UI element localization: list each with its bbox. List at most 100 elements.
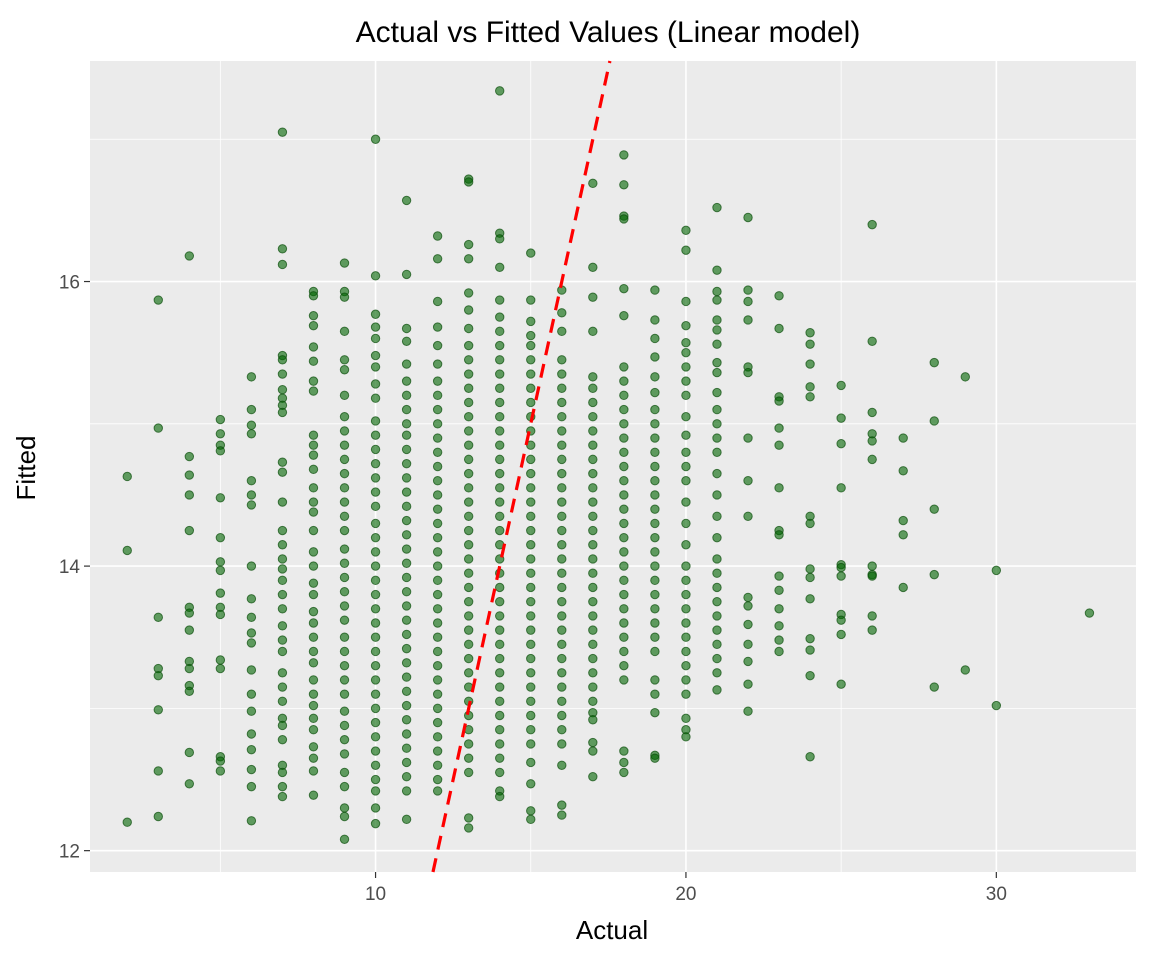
data-point [743, 601, 753, 611]
data-point [681, 713, 691, 724]
data-point [495, 426, 505, 436]
data-point [370, 746, 381, 756]
data-point [526, 316, 536, 327]
data-point [681, 604, 691, 614]
data-point [619, 589, 629, 600]
data-point [495, 483, 505, 493]
data-point [432, 490, 443, 500]
data-point [246, 628, 257, 638]
data-point [650, 753, 660, 763]
data-point [339, 767, 350, 778]
data-point [588, 715, 598, 725]
data-point [929, 682, 939, 692]
data-point [588, 746, 598, 756]
data-point [712, 582, 722, 593]
data-point [339, 497, 350, 507]
data-point [526, 779, 536, 789]
data-point [681, 390, 691, 401]
data-point [401, 601, 412, 611]
data-point [370, 760, 381, 770]
data-point [526, 483, 536, 493]
data-point [122, 471, 132, 482]
data-point [401, 323, 412, 334]
data-point [526, 653, 536, 664]
data-point [246, 490, 257, 500]
data-point [898, 515, 908, 526]
data-point [805, 645, 815, 655]
data-point [526, 806, 536, 816]
data-point [432, 390, 443, 401]
data-point [463, 813, 474, 823]
data-point [712, 404, 722, 415]
data-point [495, 611, 505, 621]
data-point [277, 720, 288, 731]
data-point [463, 582, 474, 593]
data-point [650, 689, 660, 699]
data-point [463, 483, 474, 493]
data-point [215, 766, 226, 776]
data-point [619, 404, 629, 415]
data-point [308, 658, 319, 668]
data-point [401, 501, 412, 512]
data-point [681, 675, 691, 685]
data-point [153, 670, 163, 681]
data-point [401, 700, 412, 711]
data-point [619, 561, 629, 571]
data-point [463, 254, 474, 264]
data-point [432, 689, 443, 699]
data-point [370, 717, 381, 728]
data-point [526, 355, 536, 365]
data-point [339, 720, 350, 731]
data-point [681, 296, 691, 307]
data-point [836, 483, 846, 493]
data-point [246, 638, 257, 648]
data-point [898, 530, 908, 540]
data-point [557, 440, 567, 450]
data-point [743, 592, 753, 603]
data-point [588, 771, 598, 782]
data-point [463, 540, 474, 550]
data-point [774, 530, 784, 540]
data-point [929, 569, 939, 580]
data-point [650, 352, 660, 362]
data-point [339, 483, 350, 493]
data-point [588, 625, 598, 635]
data-point [339, 390, 350, 401]
data-point [370, 786, 381, 796]
data-point [215, 588, 226, 598]
data-point [588, 372, 598, 382]
data-point [557, 412, 567, 422]
data-point [712, 554, 722, 564]
data-point [774, 571, 784, 581]
data-point [401, 643, 412, 654]
data-point [557, 308, 567, 318]
data-point [712, 511, 722, 521]
data-point [277, 575, 288, 586]
data-point [526, 639, 536, 650]
data-point [681, 575, 691, 586]
data-point [339, 544, 350, 554]
data-point [432, 447, 443, 457]
data-point [712, 265, 722, 275]
data-point [432, 404, 443, 415]
data-point [619, 604, 629, 614]
data-point [774, 604, 784, 614]
data-point [370, 350, 381, 361]
data-point [495, 596, 505, 607]
data-point [463, 753, 474, 763]
data-point [557, 596, 567, 607]
data-point [370, 458, 381, 469]
data-point [681, 618, 691, 628]
data-point [370, 362, 381, 372]
data-point [557, 525, 567, 536]
data-point [401, 487, 412, 497]
data-point [526, 369, 536, 379]
data-point [463, 611, 474, 621]
data-point [681, 589, 691, 600]
data-point [184, 251, 195, 261]
data-point [370, 379, 381, 389]
data-point [308, 310, 319, 321]
data-point [712, 668, 722, 678]
data-point [370, 532, 381, 543]
data-point [743, 511, 753, 521]
